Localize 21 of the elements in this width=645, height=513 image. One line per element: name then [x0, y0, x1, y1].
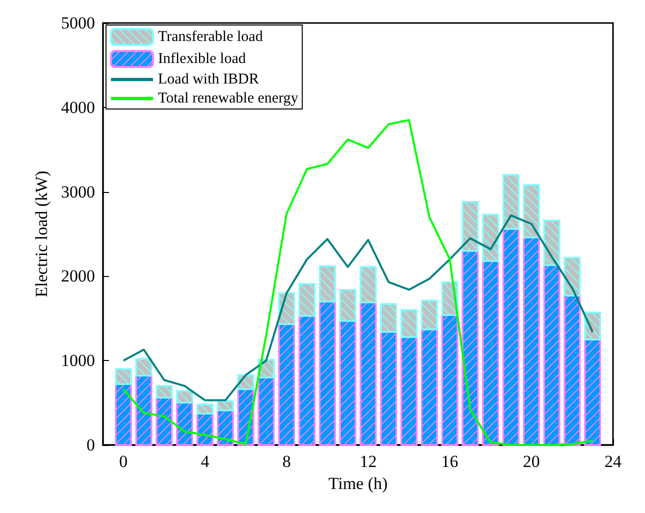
x-tick-label: 12	[360, 452, 377, 471]
y-tick-label: 4000	[61, 98, 95, 117]
x-tick-label: 4	[200, 452, 210, 471]
legend-label: Transferable load	[158, 29, 264, 45]
x-tick-label: 24	[604, 452, 622, 471]
legend-label: Total renewable energy	[158, 90, 299, 106]
y-tick-label: 2000	[61, 266, 95, 286]
legend-label: Load with IBDR	[158, 72, 259, 88]
y-tick-label: 5000	[61, 14, 95, 32]
y-tick-label: 3000	[61, 182, 95, 202]
y-tick-label: 0	[86, 436, 95, 454]
x-tick-label: 16	[441, 452, 458, 471]
x-tick-label: 8	[282, 452, 291, 471]
x-axis-title: Time (h)	[328, 474, 388, 493]
line-series	[122, 214, 594, 402]
y-axis-title: Electric load (kW)	[32, 170, 52, 298]
x-tick-label: 0	[119, 452, 128, 471]
legend-label: Inflexible load	[158, 51, 246, 67]
y-tick-label: 1000	[61, 351, 95, 370]
line-series	[122, 119, 594, 446]
x-tick-label: 20	[522, 452, 540, 471]
